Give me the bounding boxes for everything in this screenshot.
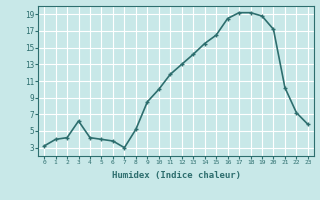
X-axis label: Humidex (Indice chaleur): Humidex (Indice chaleur) [111,171,241,180]
